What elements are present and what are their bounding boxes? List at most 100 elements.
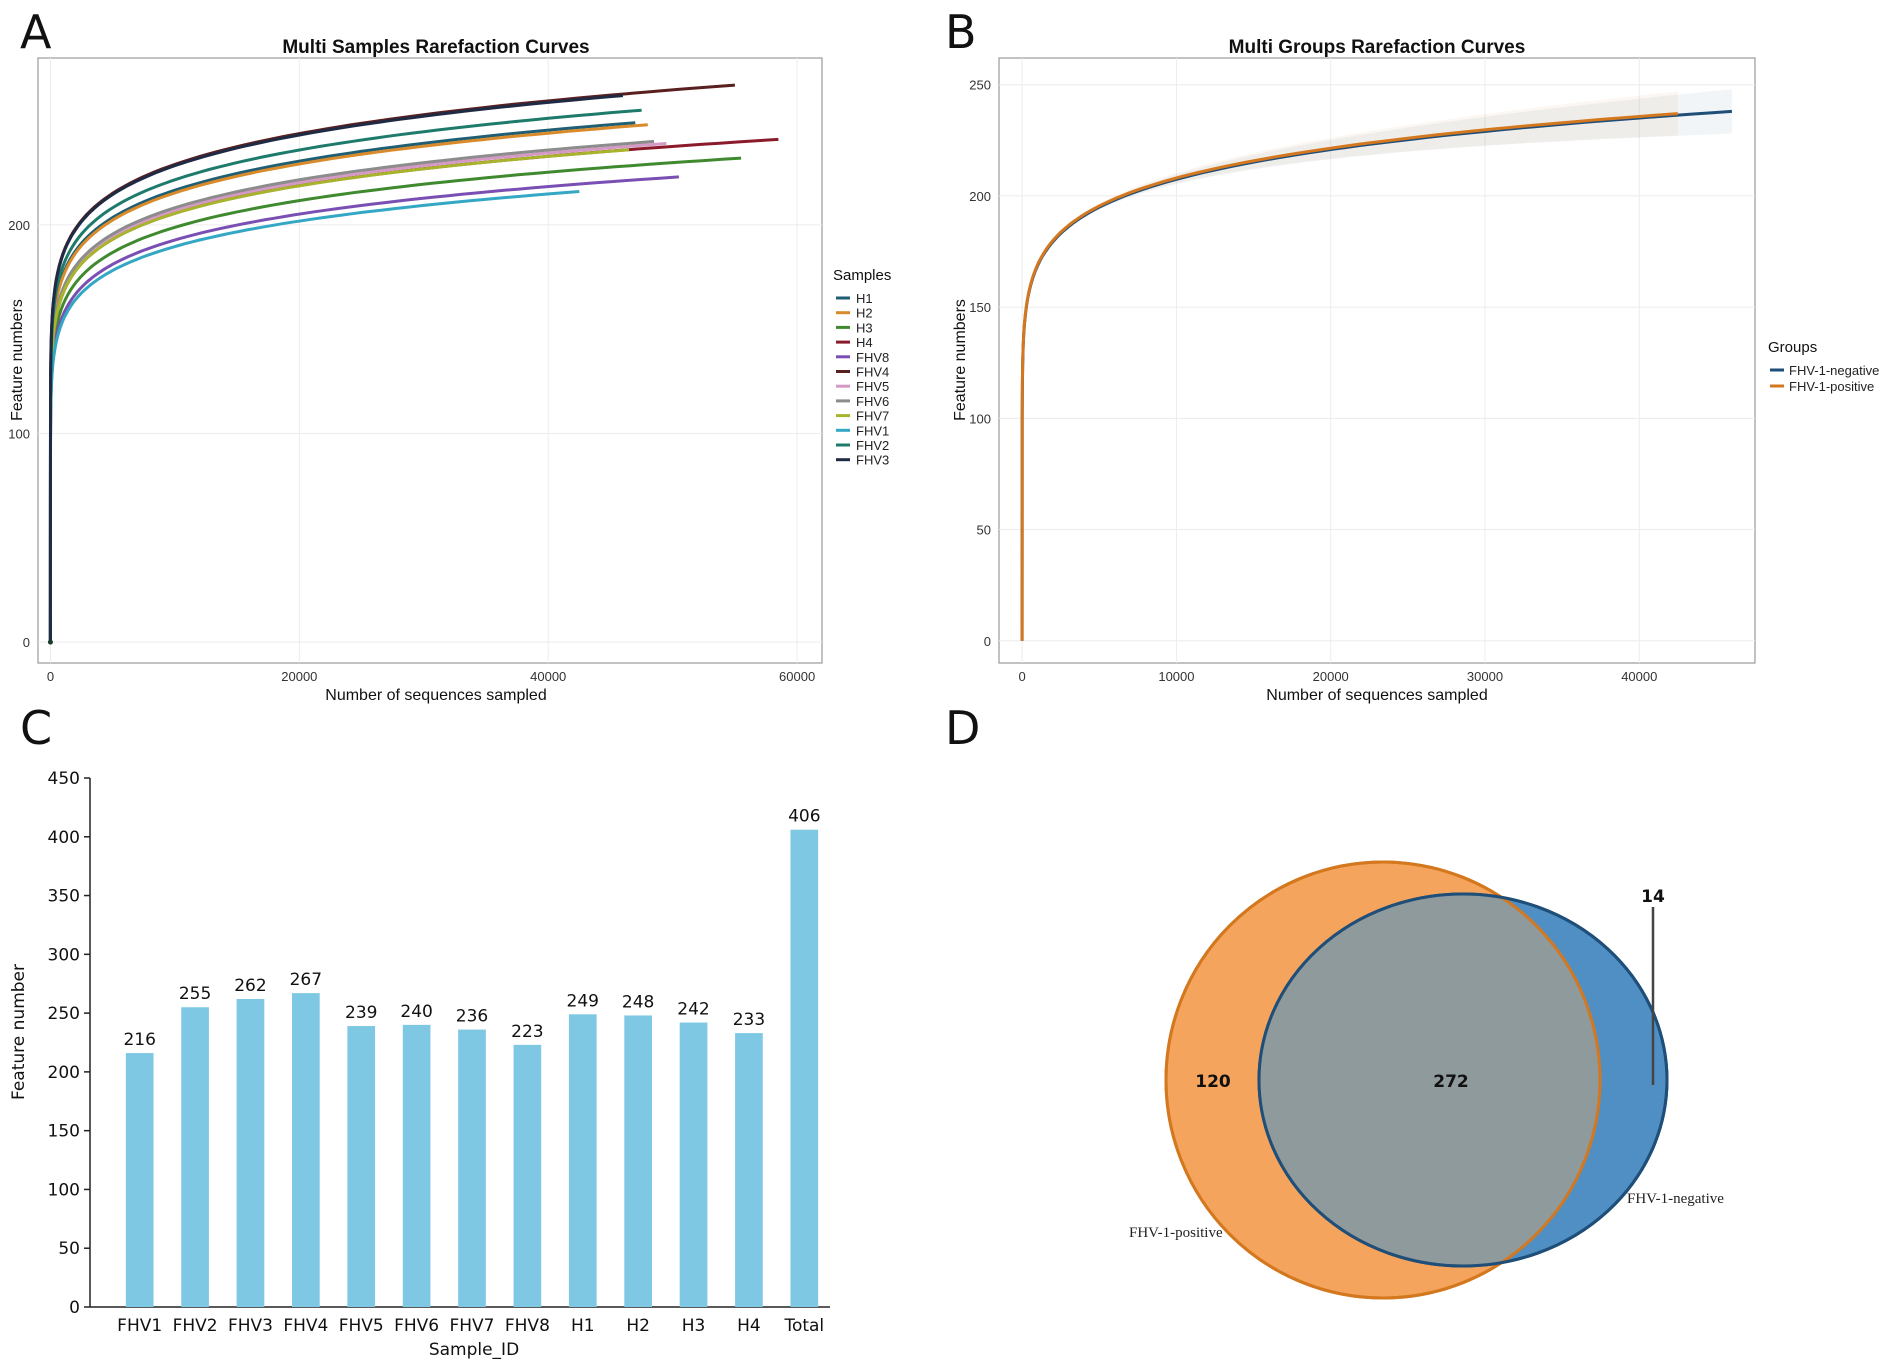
- y-tick-label: 300: [48, 945, 80, 965]
- rarefaction-samples-chart: 0 20000 40000 60000 0 100 200 Multi Samples Ra…: [8, 37, 891, 704]
- bar-h4: [735, 1033, 763, 1307]
- origin-point: [47, 639, 53, 645]
- series-line-h2: [48, 123, 648, 643]
- x-axis-label: Number of sequences sampled: [325, 687, 546, 704]
- bar-value-label: 233: [733, 1010, 765, 1030]
- y-tick-label: 250: [969, 78, 991, 93]
- x-tick-label: FHV1: [117, 1316, 162, 1336]
- bar-total: [790, 829, 819, 1307]
- x-axis-label: Sample_ID: [429, 1340, 519, 1360]
- y-tick-label: 150: [969, 300, 991, 315]
- bar-value-label: 236: [456, 1007, 488, 1027]
- x-tick-label: 60000: [779, 669, 815, 684]
- x-tick-label: FHV2: [173, 1316, 218, 1336]
- venn-count-negative-only: 14: [1641, 887, 1665, 907]
- y-tick-label: 50: [58, 1239, 80, 1259]
- panel-label-c: C: [20, 701, 52, 755]
- x-tick-label: FHV4: [283, 1316, 328, 1336]
- x-tick-label: FHV7: [449, 1316, 494, 1336]
- bar-value-label: 242: [677, 1000, 709, 1020]
- venn-outline-negative: [1257, 892, 1669, 1268]
- bar-value-label: 240: [400, 1002, 432, 1022]
- y-tick-label: 0: [984, 634, 991, 649]
- y-axis-label: Feature number: [9, 964, 29, 1100]
- legend-item: FHV4: [856, 365, 889, 380]
- y-tick-label: 0: [69, 1298, 80, 1318]
- bar-value-label: 223: [511, 1022, 543, 1042]
- legend-item: FHV2: [856, 438, 889, 453]
- x-tick-label: 40000: [1621, 669, 1657, 684]
- series-line-fhv7: [48, 148, 630, 643]
- x-tick-label: FHV6: [394, 1316, 439, 1336]
- bar-value-label: 239: [345, 1003, 377, 1023]
- venn-diagram: 120 272 14 FHV-1-positive FHV-1-negative: [1129, 860, 1724, 1300]
- feature-number-bar-chart: 0 50 100 150 200 250 300 350 400 450 216 FHV1 255 FH…: [9, 769, 830, 1360]
- bar-fhv7: [458, 1029, 486, 1307]
- bar-fhv1: [125, 1053, 154, 1307]
- series-line-fhv6: [48, 139, 655, 643]
- x-tick-label: H4: [737, 1316, 761, 1336]
- bar-h1: [568, 1014, 597, 1307]
- bar-value-label: 255: [179, 984, 211, 1004]
- bar-h2: [624, 1015, 652, 1307]
- y-tick-label: 150: [48, 1122, 80, 1142]
- legend-item: FHV3: [856, 453, 889, 468]
- legend-title: Groups: [1768, 339, 1817, 356]
- y-tick-label: 350: [48, 887, 80, 907]
- series-line-fhv1: [48, 190, 580, 643]
- bar-value-label: 262: [234, 976, 266, 996]
- y-tick-label: 100: [48, 1180, 80, 1200]
- bar-value-label: 248: [622, 992, 654, 1012]
- rarefaction-groups-chart: 0 10000 20000 30000 40000 0 50 100 150 200 250 Mul…: [952, 37, 1879, 704]
- chart-title: Multi Samples Rarefaction Curves: [282, 37, 589, 58]
- x-tick-label: H3: [682, 1316, 706, 1336]
- y-axis-label: Feature numbers: [952, 299, 969, 421]
- x-tick-label: FHV8: [505, 1316, 550, 1336]
- x-tick-label: 10000: [1158, 669, 1194, 684]
- legend-item: FHV-1-negative: [1789, 363, 1879, 378]
- series-line-fhv3: [48, 94, 624, 643]
- bar-value-label: 216: [123, 1030, 155, 1050]
- chart-title: Multi Groups Rarefaction Curves: [1229, 37, 1526, 58]
- bar-fhv2: [181, 1007, 209, 1307]
- legend-item: FHV-1-positive: [1789, 379, 1874, 394]
- y-tick-label: 50: [977, 523, 991, 538]
- x-tick-label: 40000: [530, 669, 566, 684]
- x-axis-label: Number of sequences sampled: [1266, 687, 1487, 704]
- y-axis-label: Feature numbers: [9, 299, 26, 421]
- legend-title: Samples: [833, 267, 891, 284]
- x-tick-label: H2: [626, 1316, 650, 1336]
- y-tick-label: 200: [8, 218, 30, 233]
- venn-outline-positive: [1164, 860, 1602, 1300]
- bar-fhv4: [292, 993, 320, 1307]
- legend-item: FHV7: [856, 409, 889, 424]
- plot-frame: [37, 57, 823, 664]
- bar-value-label: 249: [567, 991, 599, 1011]
- legend-item: H4: [856, 335, 873, 350]
- x-tick-label: 20000: [281, 669, 317, 684]
- y-tick-label: 200: [969, 189, 991, 204]
- x-tick-label: 0: [47, 669, 54, 684]
- bar-fhv3: [236, 999, 265, 1307]
- legend-item: H1: [856, 291, 873, 306]
- x-tick-label: H1: [571, 1316, 595, 1336]
- legend-item: FHV8: [856, 350, 889, 365]
- panel-label-a: A: [20, 5, 52, 59]
- x-tick-label: 0: [1019, 669, 1026, 684]
- panel-label-b: B: [945, 5, 977, 59]
- x-tick-label: FHV5: [339, 1316, 384, 1336]
- x-tick-label: FHV3: [228, 1316, 273, 1336]
- series-line-fhv2: [48, 108, 642, 643]
- bar-value-label: 267: [290, 970, 322, 990]
- series-line-fhv8: [48, 175, 680, 643]
- venn-count-shared: 272: [1433, 1072, 1469, 1092]
- y-tick-label: 100: [8, 427, 30, 442]
- bar-fhv8: [513, 1044, 542, 1307]
- y-tick-label: 200: [48, 1063, 80, 1083]
- legend-item: H2: [856, 306, 873, 321]
- venn-overlap: [1259, 894, 1600, 1266]
- y-tick-label: 100: [969, 411, 991, 426]
- venn-label-negative: FHV-1-negative: [1627, 1191, 1724, 1207]
